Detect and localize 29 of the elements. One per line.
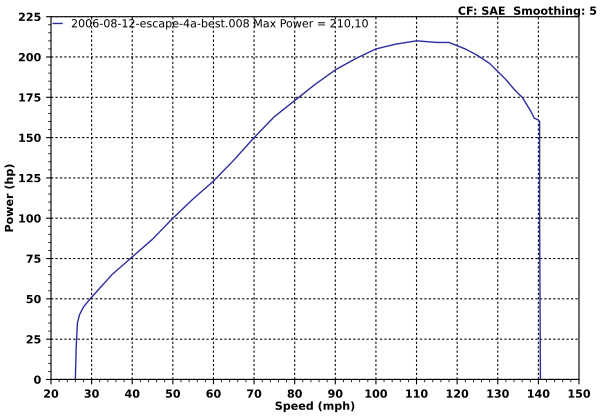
line-series bbox=[74, 40, 542, 380]
x-tick-label: 60 bbox=[206, 389, 221, 398]
y-tick-label: 100 bbox=[19, 214, 41, 223]
x-tick-label: 80 bbox=[288, 389, 302, 398]
x-tick-label: 130 bbox=[487, 389, 509, 398]
y-tick-label: 175 bbox=[19, 93, 40, 102]
x-axis-title: Speed (mph) bbox=[276, 401, 354, 412]
y-tick-label: 0 bbox=[34, 375, 41, 384]
x-tick-label: 100 bbox=[366, 389, 387, 398]
x-tick-label: 140 bbox=[528, 389, 550, 398]
y-tick-label: 75 bbox=[26, 254, 40, 263]
x-tick-label: 120 bbox=[446, 389, 468, 398]
x-tick-label: 70 bbox=[247, 389, 262, 398]
y-tick-label: 200 bbox=[18, 52, 41, 62]
x-tick-label: 90 bbox=[328, 389, 343, 398]
x-tick-label: 50 bbox=[166, 389, 180, 398]
y-tick-label: 125 bbox=[19, 174, 40, 182]
x-tick-label: 30 bbox=[84, 389, 99, 398]
x-tick-label: 40 bbox=[125, 389, 140, 398]
x-tick-label: 150 bbox=[568, 389, 590, 398]
y-tick-label: 50 bbox=[26, 294, 41, 304]
y-tick-label: 150 bbox=[19, 134, 41, 142]
y-tick-label: 225 bbox=[18, 12, 40, 22]
y-tick-label: 25 bbox=[26, 335, 40, 344]
x-tick-label: 20 bbox=[44, 389, 58, 398]
y-axis-title: Power (hp) bbox=[4, 164, 16, 232]
annotation: CF: SAE Smoothing: 5 bbox=[458, 6, 596, 18]
x-tick-label: 110 bbox=[406, 389, 428, 398]
legend-label: 2006-08-12-escape-4a-best.008 Max Power = 210,10 bbox=[72, 18, 368, 30]
